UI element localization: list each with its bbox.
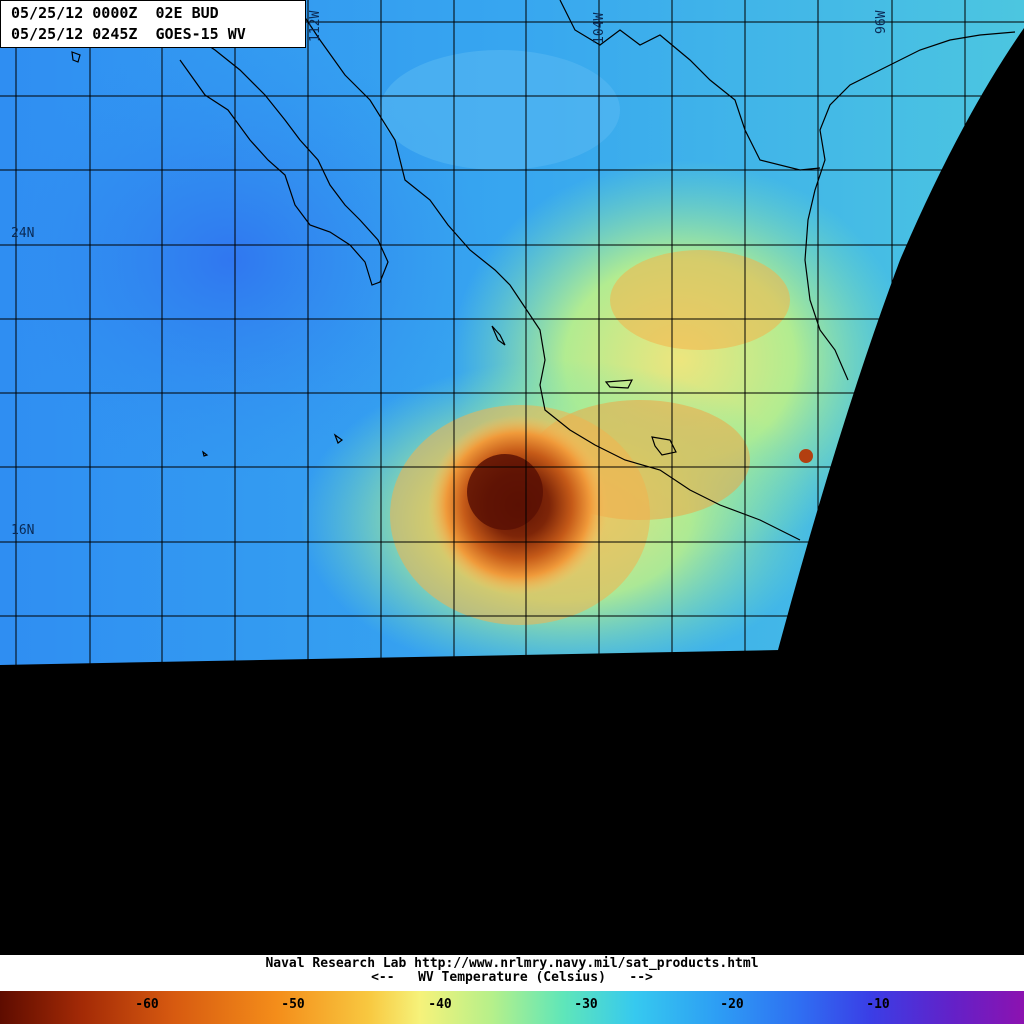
island-tres-marias <box>491 325 506 346</box>
moist-patch-east <box>610 250 790 350</box>
colorbar-tick: -50 <box>281 997 305 1012</box>
colorbar-tick: -30 <box>574 997 598 1012</box>
no-data-region-bottom <box>0 650 1024 955</box>
small-convection <box>799 449 813 463</box>
lon-label-104w: 104W <box>592 12 607 44</box>
colorbar-tick: -20 <box>720 997 744 1012</box>
colorbar-tick: -10 <box>866 997 890 1012</box>
island-clarion <box>202 450 209 457</box>
footer: Naval Research Lab http://www.nrlmry.nav… <box>0 955 1024 1024</box>
credit-line: Naval Research Lab http://www.nrlmry.nav… <box>265 956 759 971</box>
lon-label-112w: 112W <box>308 10 323 42</box>
coastlines <box>71 0 1016 541</box>
island-guadalupe <box>71 51 81 63</box>
lat-label-24n: 24N <box>11 226 35 241</box>
header-line-sensor: 05/25/12 0245Z GOES-15 WV <box>11 25 246 43</box>
lat-label-16n: 16N <box>11 523 35 538</box>
baja-coastline <box>179 39 389 286</box>
colorbar-title: <-- WV Temperature (Celsius) --> <box>371 970 653 985</box>
border-line <box>559 0 821 171</box>
gulf-coast <box>804 31 1016 381</box>
lon-label-96w: 96W <box>874 10 889 34</box>
cyclone-eye <box>467 454 543 530</box>
product-header: 05/25/12 0000Z 02E BUD 05/25/12 0245Z GO… <box>0 0 306 48</box>
colorbar-tick: -40 <box>428 997 452 1012</box>
mainland-west-coast <box>299 9 801 541</box>
lat-lon-grid <box>0 0 1024 665</box>
coast-feature-oaxaca <box>651 436 677 456</box>
water-vapor-imagery <box>0 0 1024 955</box>
colorbar-tick: -60 <box>135 997 159 1012</box>
dry-region <box>0 40 490 480</box>
header-line-storm: 05/25/12 0000Z 02E BUD <box>11 4 219 22</box>
no-data-region-east <box>778 28 1024 955</box>
dry-region-north <box>380 50 620 170</box>
island-socorro <box>333 433 344 444</box>
temperature-colorbar: -60 -50 -40 -30 -20 -10 <box>0 991 1024 1024</box>
lake-chapala <box>604 379 634 389</box>
